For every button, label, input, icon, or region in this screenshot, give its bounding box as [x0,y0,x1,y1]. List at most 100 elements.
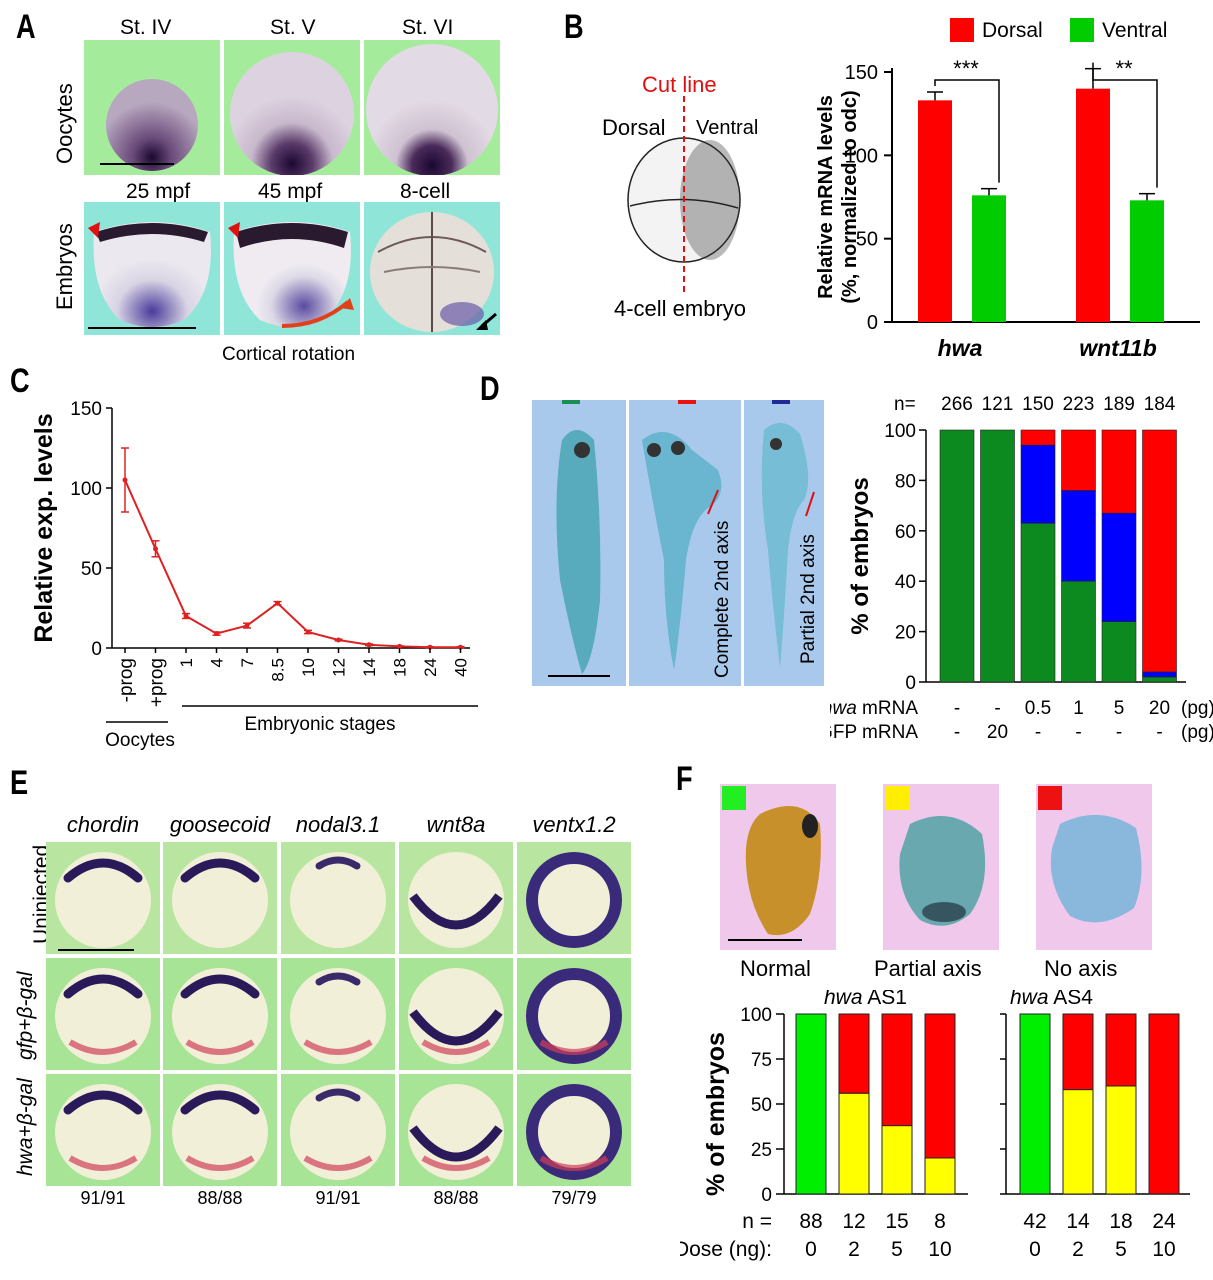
red-arrow-icon [805,491,815,517]
significance-stars: ** [1115,56,1133,81]
in-situ-photo [399,1074,513,1186]
x-tick-label: 40 [452,658,471,677]
in-situ-photo [517,1074,631,1186]
embryo-count: 91/91 [315,1188,361,1208]
in-situ-photo [517,842,631,954]
x-tick-label: 14 [360,658,379,677]
dose-value: 5 [891,1238,903,1261]
stacked-bar-segment [795,1013,827,1195]
stage-label-vi: St. VI [402,16,454,39]
dose-value: 0 [1029,1238,1041,1261]
panel-b-label: B [564,8,584,46]
stacked-bar-segment [1019,1013,1051,1195]
embryonic-stages-label: Embryonic stages [244,714,395,735]
four-cell-embryo-label: 4-cell embryo [614,296,747,321]
embryo-photo-45mpf [224,202,360,335]
unit-label: (pg) [1181,698,1213,719]
data-point [153,546,158,552]
x-tick-label: 4 [208,658,227,667]
y-axis-label-2: (%, normalized to odc) [839,90,861,303]
panel-b-bar-chart: Dorsal Ventral 0 50 100 150 Relative mRNA leve… [815,18,1200,361]
in-situ-photo [281,958,395,1070]
in-situ-photo [163,1074,277,1186]
x-tick-label: 8.5 [269,658,288,682]
stage-label-iv: St. IV [120,16,172,39]
hwa-dose: 1 [1073,698,1084,719]
x-tick-label: 1 [177,658,196,667]
dose-value: 5 [1115,1238,1127,1261]
y-tick-label: 100 [845,145,878,167]
x-category-label: hwa [938,335,983,361]
gfp-dose: - [1035,722,1041,743]
in-situ-photo [46,1074,160,1186]
n-value: 8 [934,1210,946,1233]
gene-header-2: nodal3.1 [295,812,381,837]
swatch-normal [722,786,746,810]
hwa-dose: - [954,698,960,719]
panel-e-label: E [10,764,29,802]
embryo-count: 88/88 [197,1188,243,1208]
gfp-dose: - [1156,722,1162,743]
gene-header-4: ventx1.2 [532,812,616,837]
y-tick-label: 100 [70,479,102,500]
y-tick-label: 75 [751,1050,772,1071]
stacked-bar-segment [1148,1013,1180,1195]
data-point [458,644,463,650]
in-situ-photo [46,958,160,1070]
dose-label: Dose (ng): [680,1238,772,1261]
stacked-bar-segment [1020,522,1056,683]
gfp-mrna-row-label: GFP mRNA [830,722,918,743]
oocyte-photo-st6 [364,40,500,175]
embryo-count: 88/88 [433,1188,479,1208]
stacked-bar-segment [1101,512,1137,622]
time-label-25mpf: 25 mpf [126,180,191,203]
n-value: 18 [1109,1210,1132,1233]
y-tick-label: 0 [905,673,916,694]
swatch-complete-axis [678,400,696,404]
in-situ-photo [517,958,631,1070]
n-value: 121 [982,394,1014,415]
legend-label-1: Ventral [1102,19,1167,42]
x-tick-label: 24 [421,658,440,677]
swatch-partial-axis [772,400,790,404]
dorsal-label: Dorsal [602,115,666,140]
stacked-bar-segment [1101,621,1137,683]
stacked-bar-segment [1105,1085,1137,1195]
embryo-photo-25mpf [84,202,220,335]
stacked-bar-segment [924,1157,956,1195]
panel-c-line-chart: 0 50 100 150 Relative exp. levels -prog +prog 1… [30,399,478,751]
data-point [122,477,128,483]
panel-a-label: A [16,8,36,46]
stacked-bar-segment [1142,671,1177,678]
red-arrow-icon [707,489,719,515]
panel-c-label: C [10,362,30,400]
n-value: 14 [1066,1210,1090,1233]
phenotype-photos [720,784,1152,950]
n-value: 15 [885,1210,908,1233]
n-value: 266 [941,394,973,415]
n-value: 12 [842,1210,865,1233]
y-tick-label: 50 [81,559,102,580]
y-axis-label: Relative mRNA levels [815,95,837,299]
y-tick-label: 0 [761,1185,772,1206]
n-label: n = [742,1210,772,1233]
dose-value: 2 [1072,1238,1084,1261]
in-situ-photo [281,1074,395,1186]
hwa-dose: 0.5 [1025,698,1051,719]
significance-bracket [1092,62,1158,188]
significance-stars: *** [953,56,979,81]
swatch-normal [562,400,580,404]
in-situ-photo [281,842,395,954]
stacked-bar-segment [924,1013,956,1159]
n-value: 184 [1144,394,1176,415]
bar-wnt11b-1 [1130,200,1164,322]
x-tick-label: 7 [238,658,257,667]
tadpole-photos [532,400,824,686]
gfp-dose: 20 [987,722,1008,743]
stacked-bar-segment [881,1125,913,1195]
panel-f-label: F [676,760,693,798]
significance-bracket [934,79,1000,183]
y-tick-label: 100 [884,421,916,442]
stacked-bar-segment [838,1013,870,1094]
stacked-bar-segment [1101,429,1137,514]
